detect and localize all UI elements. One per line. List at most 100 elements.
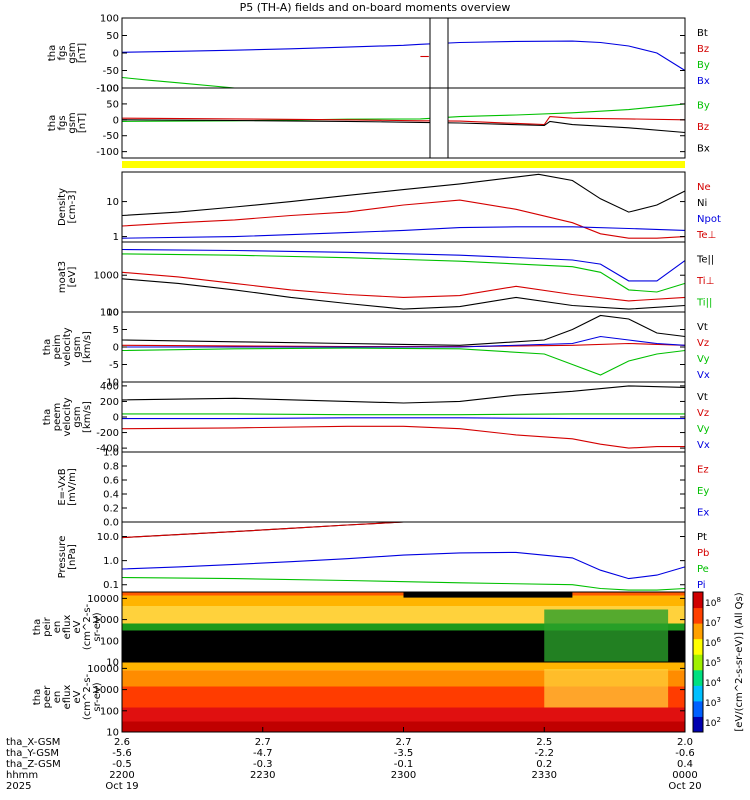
y-axis-label: tha	[47, 115, 58, 131]
y-axis-label: eV	[72, 690, 83, 703]
y-tick-label: 1	[113, 232, 119, 243]
x-axis-value: 2.7	[396, 737, 412, 748]
panel-frame	[121, 17, 686, 89]
y-axis-label: tha	[32, 619, 43, 635]
legend-entry: Pt	[697, 532, 707, 543]
legend-entry: Vz	[697, 338, 709, 349]
colorbar-tick-label: 102	[705, 716, 721, 729]
y-axis-label: sr-eV)	[92, 612, 103, 641]
legend-entry: Pi	[697, 580, 706, 591]
colorbar-segment	[693, 592, 703, 609]
x-axis-row-label: tha_Y-GSM	[6, 748, 59, 759]
x-axis-value: Oct 19	[105, 781, 138, 792]
y-axis-label: (cm^2-s-	[82, 603, 93, 650]
y-tick-label: -100	[96, 84, 119, 95]
x-axis-value: 2.7	[255, 737, 271, 748]
y-axis-label: [nPa]	[67, 544, 78, 570]
x-axis-value: -5.6	[112, 748, 132, 759]
y-tick-label: 0	[113, 413, 119, 424]
x-axis-value: 2.0	[677, 737, 693, 748]
y-tick-label: 1.0	[103, 556, 119, 567]
x-axis-value: 0.4	[677, 759, 693, 770]
colorbar-segment	[693, 638, 703, 655]
x-axis-value: -2.2	[534, 748, 554, 759]
series-line-blue	[121, 226, 686, 239]
x-axis-value: -0.6	[675, 748, 695, 759]
y-axis-label: [mV/m]	[67, 468, 78, 506]
y-axis-label: [nT]	[77, 113, 88, 133]
colorbar-segment	[693, 607, 703, 624]
y-axis-label: gsm	[67, 112, 78, 133]
x-axis-value: -3.5	[394, 748, 414, 759]
series-line-blue	[122, 335, 686, 348]
legend-entry: Ti⊥	[696, 276, 714, 287]
legend-entry: Ne	[697, 182, 711, 193]
y-tick-label: 0	[113, 49, 119, 60]
y-axis-label: eflux	[62, 615, 73, 640]
series-line-green	[122, 413, 685, 416]
colorbar-segment	[693, 623, 703, 640]
y-tick-label: -50	[103, 131, 119, 142]
x-axis-value: -0.3	[253, 759, 273, 770]
spec-band	[122, 623, 685, 631]
spec-band	[122, 662, 685, 671]
x-axis-value: 2.5	[536, 737, 552, 748]
series-line-black	[121, 314, 686, 346]
y-tick-label: -10	[103, 378, 119, 389]
data-gap	[429, 87, 449, 159]
y-axis-label: peir	[42, 616, 53, 636]
y-axis-label: sr-eV)	[92, 682, 103, 711]
y-axis-label: gsm	[72, 406, 83, 427]
series-line-black	[121, 385, 686, 404]
y-tick-label: 0	[113, 343, 119, 354]
series-line-green	[121, 576, 686, 591]
y-tick-label: 5	[113, 325, 119, 336]
y-tick-label: 1000	[94, 685, 119, 696]
y-tick-label: 100	[100, 84, 119, 95]
colorbar-tick-label: 104	[705, 676, 721, 689]
spec-band	[122, 707, 685, 722]
legend-entry: Bt	[697, 28, 708, 39]
colorbar-segment	[693, 669, 703, 686]
y-tick-label: 0.8	[103, 462, 119, 473]
y-axis-label: moat3	[57, 261, 68, 293]
legend-entry: Bx	[697, 76, 710, 87]
y-tick-label: 10.0	[97, 532, 119, 543]
y-axis-label: peer	[42, 685, 53, 709]
colorbar-segment	[693, 716, 703, 733]
y-tick-label: 10000	[87, 594, 119, 605]
series-line-blue	[121, 248, 686, 282]
y-tick-label: 1000	[94, 615, 119, 626]
y-tick-label: 10	[106, 197, 119, 208]
y-axis-label: [nT]	[77, 43, 88, 63]
y-axis-label: en	[52, 691, 63, 704]
series-line-blue	[121, 40, 686, 71]
y-tick-label: 200	[100, 397, 119, 408]
series-line-red	[121, 116, 686, 126]
y-axis-label: gsm	[72, 336, 83, 357]
y-axis-label: [km/s]	[82, 401, 93, 433]
series-line-red	[121, 425, 685, 449]
colorbar-tick-label: 105	[705, 656, 721, 669]
y-axis-label: eV	[72, 620, 83, 633]
y-tick-label: 0.4	[103, 490, 119, 501]
x-axis-value: 2330	[532, 770, 557, 781]
y-tick-label: -100	[96, 147, 119, 158]
series-line-black	[121, 278, 686, 310]
x-axis-value: 2230	[250, 770, 275, 781]
y-tick-label: 100	[100, 706, 119, 717]
y-axis-label: tha	[32, 689, 43, 705]
y-tick-label: 1000	[94, 271, 119, 282]
x-axis-value: Oct 20	[668, 781, 701, 792]
panel-frame	[121, 171, 686, 243]
legend-entry: Bx	[697, 143, 710, 154]
y-tick-label: 100	[100, 636, 119, 647]
x-axis-value: -0.1	[394, 759, 414, 770]
y-tick-label: 10	[106, 658, 119, 669]
y-tick-label: -200	[96, 428, 119, 439]
page-title: P5 (TH-A) fields and on-board moments ov…	[239, 1, 511, 14]
colorbar-segment	[693, 700, 703, 717]
y-tick-label: 100	[100, 308, 119, 319]
x-axis-value: 2300	[391, 770, 416, 781]
